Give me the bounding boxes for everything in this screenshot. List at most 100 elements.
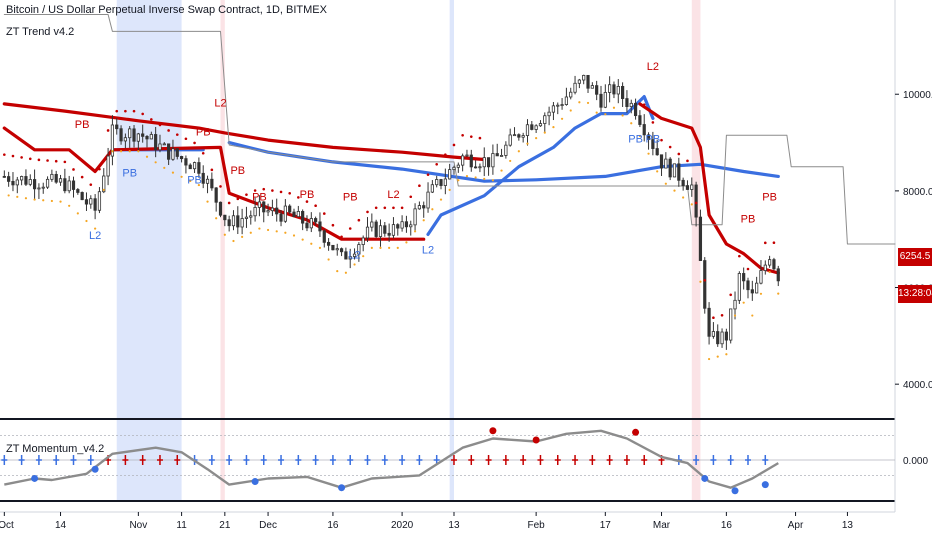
envelope-dot-low (362, 255, 365, 258)
envelope-dot-low (543, 131, 546, 134)
envelope-dot-low (448, 188, 451, 192)
envelope-dot (668, 145, 672, 149)
candle-body (685, 185, 690, 190)
signal-label: PB (646, 134, 661, 146)
candle-body (115, 124, 119, 130)
candle-body (318, 221, 322, 232)
envelope-dot-low (336, 269, 339, 273)
candle-body (314, 218, 318, 223)
envelope-dot (297, 196, 300, 199)
envelope-dot-low (163, 166, 166, 169)
candle-body (469, 154, 473, 168)
signal-label: L2 (647, 61, 659, 73)
candle-body (63, 178, 67, 192)
highlight-band (220, 0, 225, 418)
envelope-dot (115, 109, 119, 113)
envelope-dot (288, 191, 291, 195)
envelope-dot-low (759, 292, 763, 295)
envelope-dot (141, 112, 144, 116)
envelope-dot (720, 314, 724, 317)
candle-body (504, 144, 508, 156)
envelope-dot-low (379, 246, 382, 250)
candle-body (746, 280, 750, 291)
envelope-dot (383, 206, 387, 210)
envelope-dot-low (284, 231, 287, 234)
candle-body (461, 155, 465, 166)
envelope-dot-low (16, 195, 19, 198)
envelope-dot-low (85, 219, 88, 223)
candle-body (275, 207, 279, 215)
envelope-dot-low (682, 196, 685, 199)
envelope-dot-low (673, 189, 676, 192)
envelope-dot-low (535, 137, 538, 140)
signal-label: PB (343, 192, 358, 204)
candle-body (582, 74, 586, 81)
envelope-dot (426, 173, 430, 176)
candle-body (76, 189, 80, 193)
candle-body (279, 213, 283, 222)
candle-body (257, 201, 262, 208)
candle-body (227, 219, 231, 227)
candle-body (110, 124, 115, 157)
candle-body (538, 123, 543, 127)
candle-body (456, 164, 460, 168)
highlight-bands (116, 0, 701, 500)
candle-body (694, 184, 698, 218)
envelope-dot (331, 223, 335, 227)
candle-body (184, 158, 188, 166)
envelope-dot (435, 163, 438, 166)
envelope-dot (210, 168, 214, 172)
candle-body (2, 175, 6, 178)
candle-body (633, 102, 638, 117)
momentum-pane (0, 427, 895, 495)
envelope-dot (72, 168, 75, 171)
momentum-marker (31, 474, 39, 482)
candle-body (724, 331, 728, 341)
envelope-dot (314, 204, 317, 208)
envelope-dot-low (630, 122, 633, 125)
candle-body (292, 211, 296, 218)
envelope-dot (738, 254, 741, 258)
envelope-dot-low (223, 233, 226, 236)
envelope-dot-low (716, 355, 719, 358)
candle-body (465, 154, 469, 157)
momentum-tick-label: 0.000 (903, 456, 928, 467)
candle-body (681, 179, 685, 186)
momentum-marker (731, 487, 739, 495)
candle-body (214, 187, 218, 203)
envelope-dot-low (111, 150, 114, 153)
candle-body (365, 226, 370, 239)
candle-body (737, 273, 741, 301)
envelope-dot (227, 201, 231, 205)
envelope-dot (660, 138, 663, 142)
envelope-dot-low (595, 111, 598, 114)
envelope-dot-low (405, 241, 408, 244)
candle-body (422, 205, 426, 209)
highlight-band (116, 0, 182, 418)
candle-body (249, 215, 253, 218)
envelope-dot (132, 109, 136, 113)
envelope-dot-low (119, 150, 123, 153)
candle-body (162, 143, 166, 146)
candle-body (179, 156, 184, 160)
candle-body (201, 172, 205, 184)
envelope-dot (63, 160, 67, 164)
envelope-dot-low (777, 292, 780, 295)
envelope-dot-low (483, 177, 486, 180)
candle-body (24, 176, 28, 185)
envelope-dot (271, 189, 274, 192)
candle-body (530, 124, 534, 130)
candle-body (616, 85, 620, 95)
candle-body (223, 214, 227, 221)
candle-body (716, 331, 720, 345)
candle-body (352, 253, 357, 257)
envelope-dot-low (699, 280, 702, 283)
envelope-dot-low (171, 171, 175, 174)
candle-body (37, 187, 41, 190)
candle-body (32, 179, 37, 190)
candle-body (439, 179, 443, 186)
candle-body (534, 125, 538, 130)
candle-body (776, 268, 780, 282)
